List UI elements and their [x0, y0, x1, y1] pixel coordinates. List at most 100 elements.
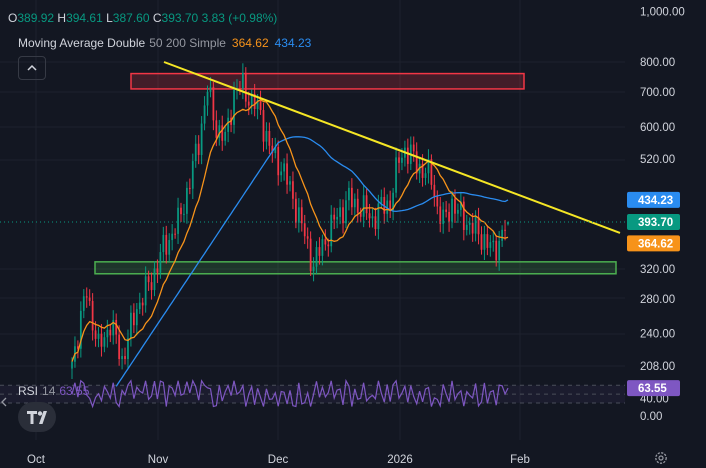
candle-body: [501, 229, 503, 241]
candle-body: [197, 143, 200, 155]
support-zone[interactable]: [94, 261, 617, 275]
time-axis[interactable]: Oct Nov Dec 2026 Feb: [27, 454, 530, 466]
indicator-name: Moving Average Double: [18, 36, 146, 50]
ma50-value: 364.62: [231, 36, 269, 50]
candle-body: [233, 89, 235, 125]
gear-icon[interactable]: [654, 451, 668, 465]
candle-body: [135, 309, 138, 326]
candle-body: [168, 240, 171, 255]
candle-body: [138, 302, 141, 310]
candle-body: [239, 88, 241, 90]
collapse-legend-button[interactable]: [18, 56, 46, 80]
high-label: H: [57, 11, 67, 25]
candle-body: [448, 211, 450, 222]
candle-body: [97, 333, 100, 339]
candle-body: [100, 333, 103, 347]
candle-body: [206, 91, 209, 106]
indicator-params: 50 200 Simple: [149, 36, 226, 50]
rsi-pane: [0, 378, 625, 409]
candle-body: [495, 240, 498, 261]
ma50-line: [71, 99, 509, 362]
candle-body: [371, 216, 374, 219]
candle-body: [333, 214, 336, 220]
time-tick-label: 2026: [387, 454, 413, 466]
candle-body: [215, 120, 218, 138]
candle-body: [412, 144, 415, 152]
price-tick-label: 320.00: [640, 264, 675, 276]
rsi-legend[interactable]: RSI 14 63.55: [18, 384, 89, 398]
rsi-tick-label: 0.00: [640, 411, 662, 423]
candle-body: [439, 206, 442, 224]
candle-body: [345, 200, 347, 224]
candle-body: [442, 209, 445, 224]
candle-body: [348, 187, 350, 201]
candle-body: [374, 216, 377, 230]
price-badges: 434.23 393.70 364.62 63.55: [627, 191, 680, 397]
price-badge-label: 364.62: [638, 238, 673, 250]
candle-body: [339, 207, 341, 217]
candle-body: [424, 173, 427, 178]
trendline[interactable]: [163, 61, 621, 234]
candle-body: [295, 198, 297, 223]
low-value: 387.60: [112, 11, 150, 25]
candle-body: [221, 125, 224, 141]
tradingview-logo[interactable]: [18, 402, 56, 432]
close-label: C: [152, 11, 162, 25]
price-badge: [627, 214, 680, 231]
candle-body: [224, 131, 227, 141]
candle-body: [71, 361, 73, 369]
candle-body: [91, 300, 94, 331]
candle-body: [457, 209, 459, 214]
scroll-left-button[interactable]: [0, 396, 10, 414]
candle-body: [177, 207, 179, 234]
candle-body: [141, 302, 144, 306]
candle-body: [306, 236, 309, 239]
candle-body: [194, 143, 197, 162]
candle-body: [398, 157, 400, 163]
tradingview-logo-icon: [27, 411, 47, 424]
candle-body: [144, 276, 147, 306]
candle-body: [118, 334, 121, 360]
zones[interactable]: [94, 72, 617, 275]
candle-body: [85, 296, 88, 298]
candle-body: [212, 86, 215, 121]
candle-body: [289, 181, 291, 185]
price-tick-label: 700.00: [640, 87, 675, 99]
candle-body: [336, 216, 339, 220]
candle-body: [368, 213, 371, 219]
candle-body: [171, 233, 174, 241]
candle-body: [250, 93, 253, 106]
resistance-zone[interactable]: [130, 72, 525, 90]
candle-body: [153, 268, 156, 291]
candle-body: [124, 356, 126, 360]
candle-body: [471, 222, 474, 234]
candle-body: [406, 147, 409, 164]
price-tick-label: 1,000.00: [640, 7, 685, 19]
candle-body: [330, 214, 333, 247]
low-label: L: [106, 11, 113, 25]
candle-body: [401, 157, 403, 163]
open-value: 389.92: [17, 11, 55, 25]
price-badge-label: 393.70: [638, 217, 673, 229]
indicator-legend[interactable]: Moving Average Double 50 200 Simple 364.62…: [18, 36, 311, 50]
candle-body: [321, 239, 324, 256]
candle-body: [121, 356, 123, 360]
candle-body: [477, 216, 480, 235]
candle-body: [218, 125, 221, 138]
candle-body: [353, 198, 356, 208]
candle-body: [504, 229, 506, 231]
price-axis[interactable]: 1,000.00 800.00 700.00 600.00 520.00 320.00 28…: [640, 7, 685, 424]
ohlc-legend: O389.92 H394.61 L387.60 C393.70 3.83 (+0…: [8, 11, 277, 25]
candle-body: [377, 203, 380, 230]
candle-body: [150, 282, 153, 291]
price-tick-label: 280.00: [640, 294, 675, 306]
candle-body: [132, 312, 135, 326]
candle-body: [498, 240, 501, 261]
candle-body: [492, 240, 495, 243]
candle-body: [103, 337, 106, 347]
price-tick-label: 240.00: [640, 329, 675, 341]
time-tick-label: Nov: [148, 454, 169, 466]
candle-body: [274, 147, 277, 153]
candle-body: [421, 163, 424, 178]
